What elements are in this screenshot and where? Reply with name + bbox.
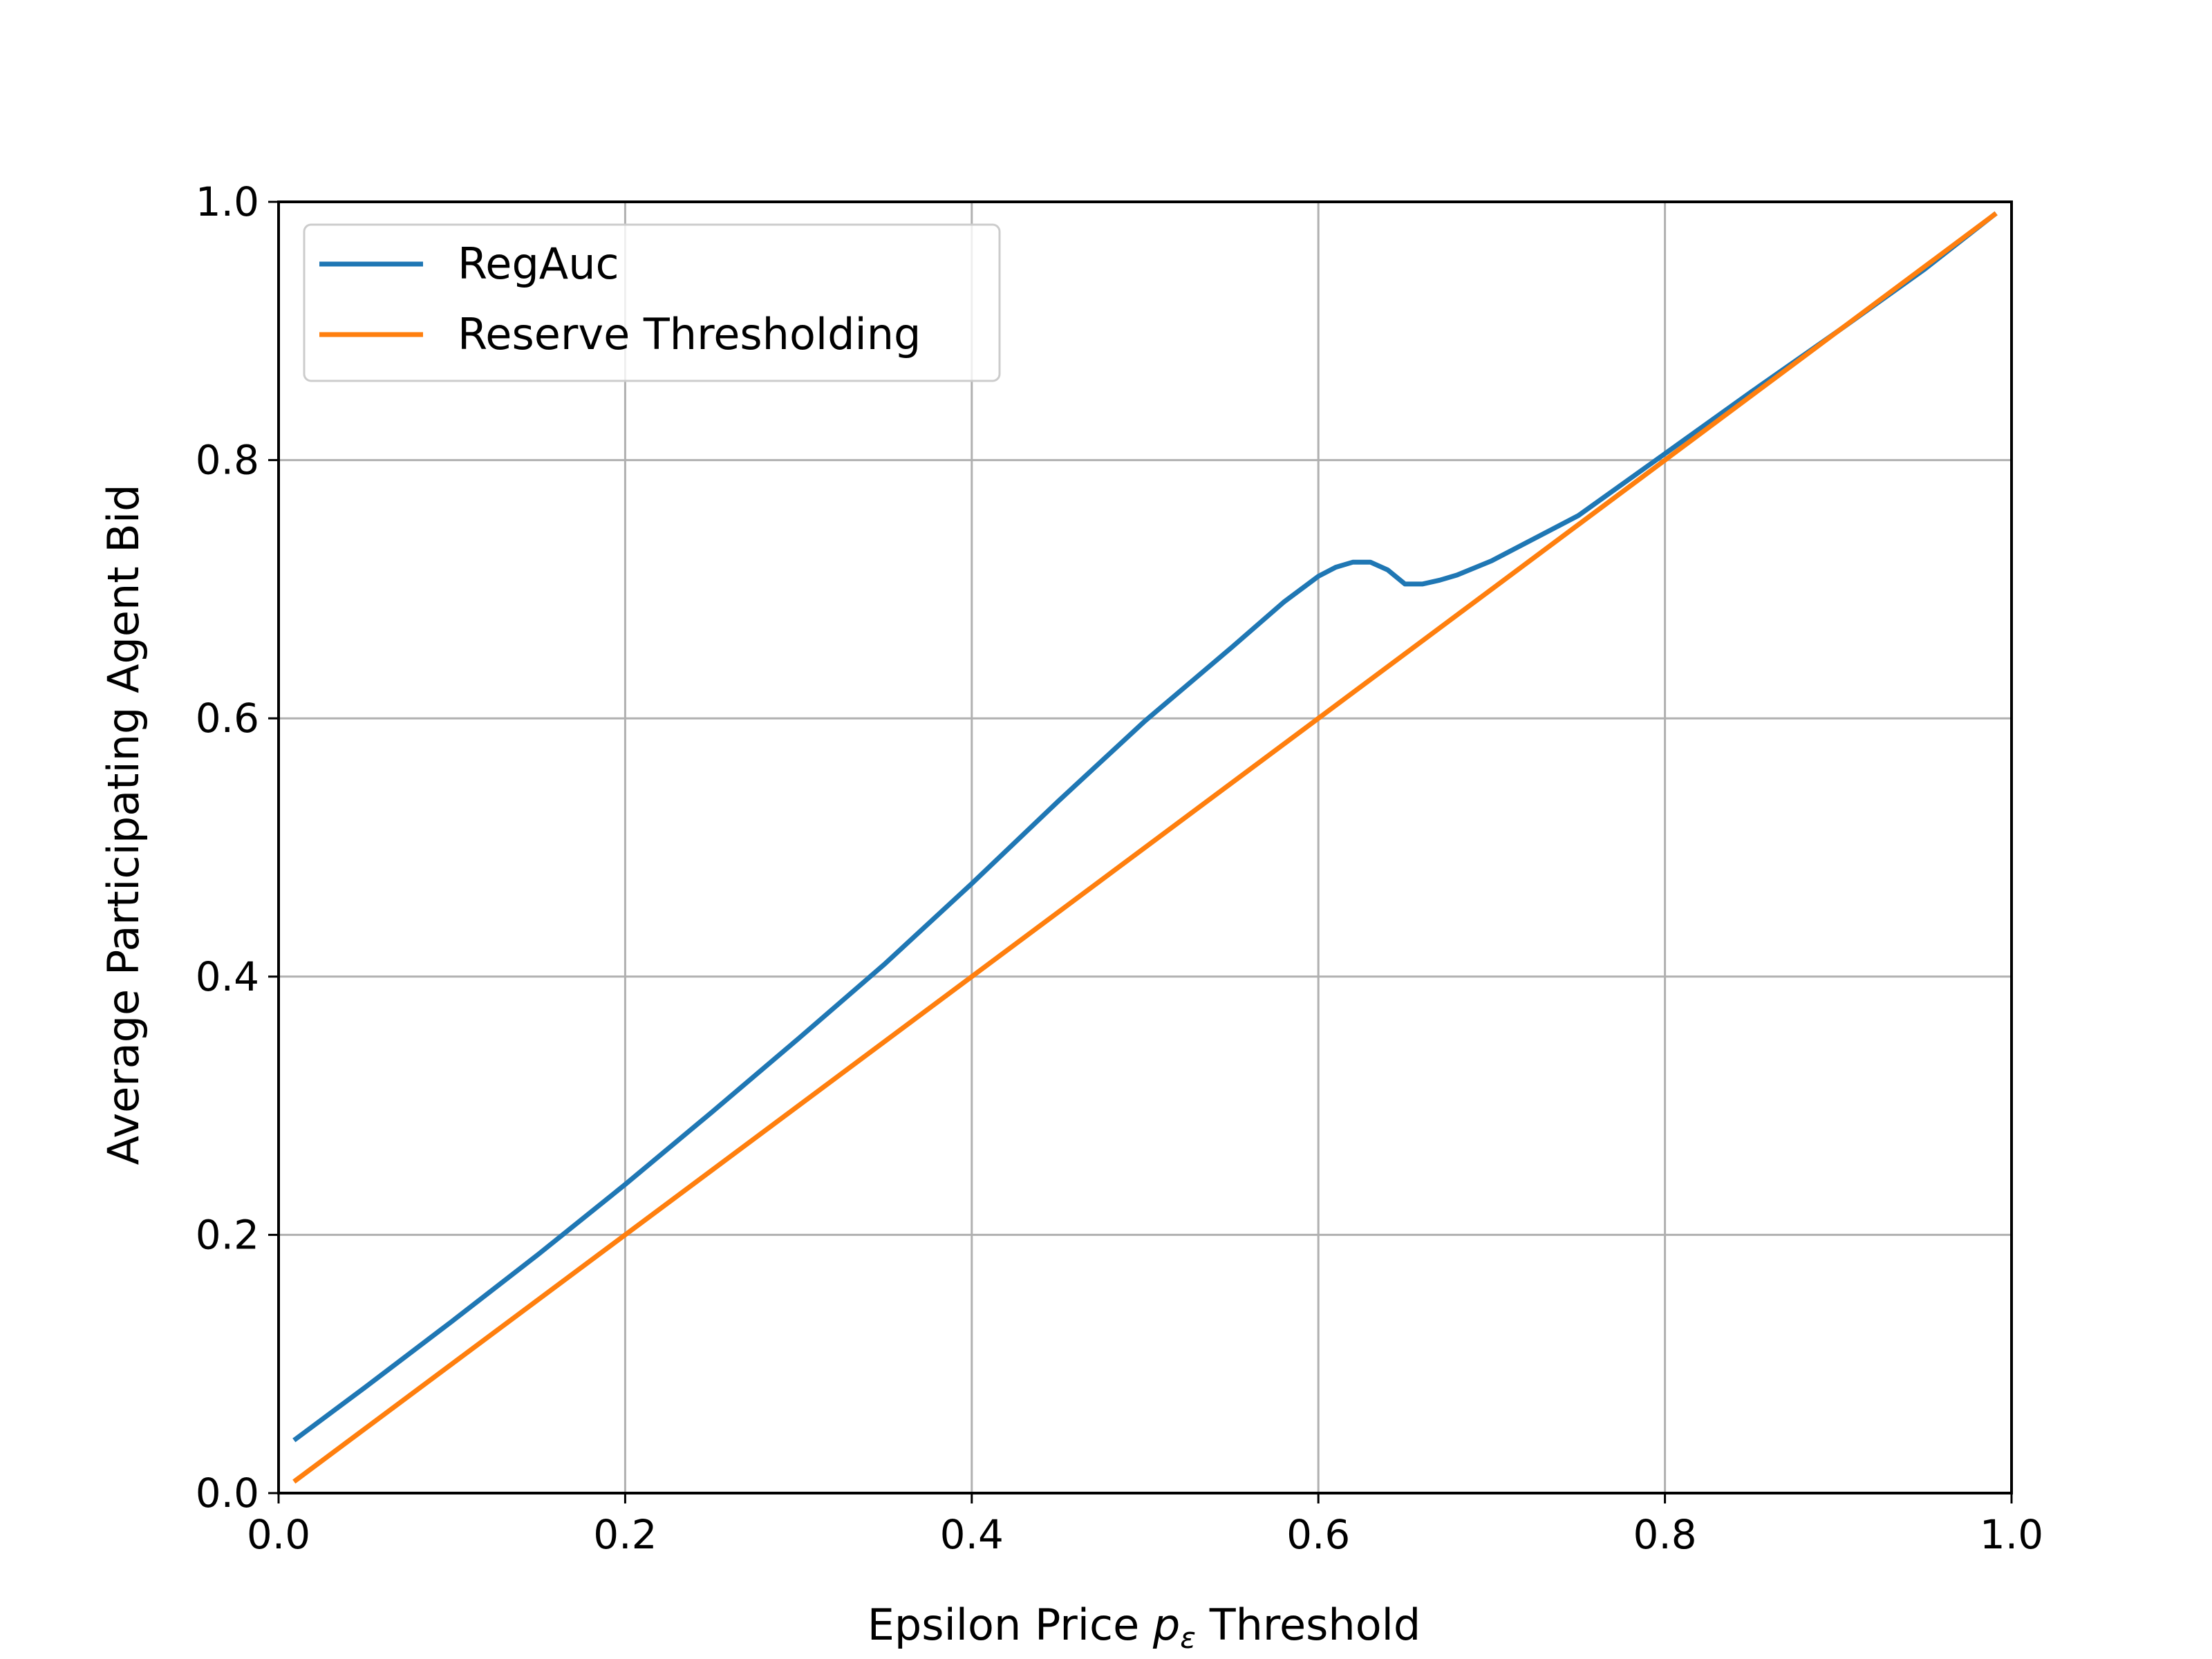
y-tick-label-1: 0.2 bbox=[196, 1211, 259, 1258]
x-tick-label-3: 0.6 bbox=[1286, 1511, 1350, 1558]
series-line-reserve-thresholding bbox=[292, 211, 1998, 1484]
x-axis-label: Epsilon Price pε Threshold bbox=[868, 1600, 1421, 1655]
x-tick-label-0: 0.0 bbox=[247, 1511, 310, 1558]
x-tick-label-1: 0.2 bbox=[593, 1511, 657, 1558]
series-lines bbox=[292, 211, 1998, 1484]
y-tick-label-5: 1.0 bbox=[196, 178, 259, 225]
y-axis-label: Average Participating Agent Bid bbox=[98, 485, 149, 1165]
legend: RegAuc Reserve Thresholding bbox=[303, 223, 1001, 382]
y-tick-label-3: 0.6 bbox=[196, 695, 259, 742]
plot-frame bbox=[277, 200, 2013, 1494]
y-tick-label-4: 0.8 bbox=[196, 437, 259, 484]
axis-ticks: 0.0 0.2 0.4 0.6 0.8 1.0 0.0 0.2 0.4 0.6 0.8 1.0 bbox=[196, 178, 2043, 1558]
y-tick-label-2: 0.4 bbox=[196, 953, 259, 1000]
x-tick-label-4: 0.8 bbox=[1633, 1511, 1696, 1558]
legend-box bbox=[303, 223, 1001, 382]
x-tick-label-5: 1.0 bbox=[1980, 1511, 2043, 1558]
legend-label-regauc: RegAuc bbox=[458, 238, 619, 289]
y-tick-label-0: 0.0 bbox=[196, 1470, 259, 1517]
legend-label-reserve-thresholding: Reserve Thresholding bbox=[458, 309, 921, 359]
series-line-regauc bbox=[292, 211, 1998, 1443]
x-tick-label-2: 0.4 bbox=[940, 1511, 1004, 1558]
